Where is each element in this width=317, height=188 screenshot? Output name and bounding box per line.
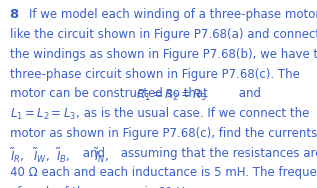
Text: three-phase circuit shown in Figure P7.68(c). The: three-phase circuit shown in Figure P7.6… [10, 68, 299, 81]
Text: If we model each winding of a three-phase motor: If we model each winding of a three-phas… [29, 8, 317, 21]
Text: 40 Ω each and each inductance is 5 mH. The frequency: 40 Ω each and each inductance is 5 mH. T… [10, 166, 317, 179]
Text: $\tilde{I}_B,$: $\tilde{I}_B,$ [56, 147, 71, 165]
Text: $L_1 = L_2 = L_3,$: $L_1 = L_2 = L_3,$ [10, 107, 79, 122]
Text: as is the usual case. If we connect the: as is the usual case. If we connect the [80, 107, 309, 120]
Text: and: and [235, 87, 261, 100]
Text: the windings as shown in Figure P7.68(b), we have the: the windings as shown in Figure P7.68(b)… [10, 48, 317, 61]
Text: $\tilde{I}_W,$: $\tilde{I}_W,$ [33, 147, 49, 165]
Text: assuming that the resistances are: assuming that the resistances are [117, 147, 317, 160]
Text: 8: 8 [10, 8, 19, 21]
Text: of each of the sources is 60 Hz.: of each of the sources is 60 Hz. [10, 186, 195, 188]
Text: $\tilde{I}_R,$: $\tilde{I}_R,$ [10, 147, 24, 165]
Text: and: and [79, 147, 108, 160]
Text: $R_1 = R_2 = R_3$: $R_1 = R_2 = R_3$ [136, 87, 207, 102]
Text: $\tilde{I}_N,$: $\tilde{I}_N,$ [94, 147, 109, 165]
Text: motor can be constructed so that: motor can be constructed so that [10, 87, 211, 100]
Text: motor as shown in Figure P7.68(c), find the currents: motor as shown in Figure P7.68(c), find … [10, 127, 317, 140]
Text: like the circuit shown in Figure P7.68(a) and connect: like the circuit shown in Figure P7.68(a… [10, 28, 317, 41]
